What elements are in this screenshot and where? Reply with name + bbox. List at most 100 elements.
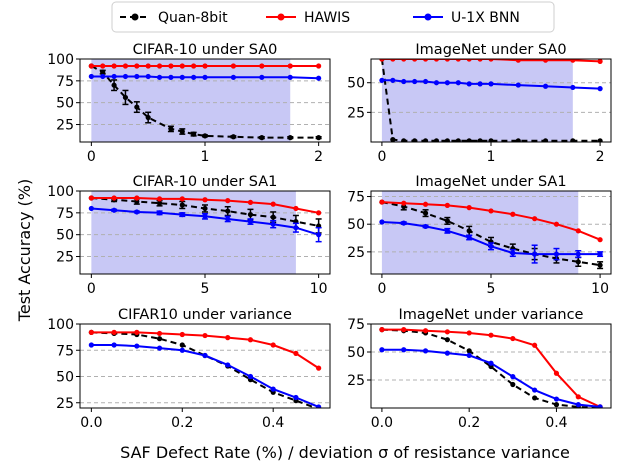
series-u-1x-bnn — [379, 77, 603, 92]
data-point-hawis — [88, 195, 94, 201]
series-line-quan-8bit — [381, 328, 601, 408]
data-point-quan-8bit — [444, 138, 450, 142]
data-point-hawis — [247, 337, 254, 343]
data-point-hawis — [88, 63, 94, 69]
data-point-quan-8bit — [287, 135, 293, 141]
data-point-quan-8bit — [575, 259, 581, 265]
data-point-quan-8bit — [168, 126, 174, 132]
data-point-hawis — [88, 329, 94, 335]
x-tick-label: 10 — [310, 281, 328, 297]
data-point-hawis — [316, 365, 322, 371]
data-point-hawis — [225, 335, 231, 341]
y-tick-label: 25 — [56, 250, 74, 266]
data-point-quan-8bit — [553, 402, 560, 408]
data-point-hawis — [134, 195, 140, 201]
panel-cifar-10-under-sa0: 25 50 75 100 0 1 2 CIFAR-10 under SA0 — [47, 42, 331, 165]
legend-entry-u-1x-bnn: U-1X BNN — [413, 10, 520, 26]
data-point-quan-8bit — [270, 214, 276, 220]
data-point-u-1x-bnn — [88, 73, 94, 80]
data-point-hawis — [575, 228, 581, 234]
data-point-u-1x-bnn — [270, 386, 276, 392]
y-tick-label: 50 — [56, 96, 74, 112]
data-point-hawis — [202, 63, 208, 69]
data-point-u-1x-bnn — [156, 345, 163, 351]
data-point-u-1x-bnn — [422, 78, 429, 85]
data-point-hawis — [287, 63, 293, 69]
x-tick-label: 1 — [487, 149, 496, 165]
data-point-u-1x-bnn — [466, 352, 472, 358]
series-u-1x-bnn — [88, 73, 322, 81]
data-point-hawis — [422, 328, 429, 334]
series-u-1x-bnn — [379, 219, 604, 264]
data-point-u-1x-bnn — [510, 250, 516, 256]
data-point-quan-8bit — [466, 138, 472, 142]
plot-area — [88, 63, 322, 141]
data-point-u-1x-bnn — [111, 73, 117, 80]
y-tick-label: 50 — [347, 76, 365, 92]
data-point-quan-8bit — [225, 208, 231, 214]
data-point-u-1x-bnn — [202, 352, 208, 359]
data-point-u-1x-bnn — [202, 74, 208, 80]
data-point-hawis — [202, 197, 208, 203]
panel-imagenet-under-sa1: 25 50 75 0 5 10 ImageNet under SA1 — [347, 174, 612, 297]
x-tick-label: 5 — [487, 281, 496, 297]
data-point-quan-8bit — [202, 205, 208, 212]
y-tick-label: 75 — [347, 190, 365, 206]
data-point-hawis — [379, 59, 385, 62]
data-point-hawis — [259, 63, 265, 69]
data-point-hawis — [444, 59, 450, 62]
series-hawis — [88, 329, 322, 371]
plot-area — [379, 59, 603, 142]
data-point-hawis — [466, 205, 472, 211]
axes-frame — [79, 323, 331, 409]
data-point-u-1x-bnn — [100, 73, 106, 80]
data-point-u-1x-bnn — [293, 225, 299, 231]
data-point-u-1x-bnn — [553, 251, 560, 257]
data-point-u-1x-bnn — [88, 205, 94, 212]
data-point-u-1x-bnn — [510, 374, 516, 380]
data-point-quan-8bit — [100, 69, 106, 75]
panel-title: ImageNet under SA0 — [415, 42, 566, 58]
data-point-hawis — [156, 330, 163, 337]
data-point-hawis — [293, 205, 299, 212]
data-point-u-1x-bnn — [542, 83, 549, 89]
data-point-hawis — [488, 208, 494, 214]
data-point-quan-8bit — [597, 262, 603, 268]
data-point-hawis — [293, 350, 299, 356]
y-tick-label: 25 — [347, 245, 365, 261]
data-point-hawis — [316, 63, 322, 69]
data-point-quan-8bit — [111, 82, 117, 88]
data-point-u-1x-bnn — [316, 75, 322, 81]
series-quan-8bit — [88, 329, 322, 408]
data-point-quan-8bit — [179, 128, 185, 135]
data-point-quan-8bit — [444, 218, 450, 224]
data-point-hawis — [444, 329, 450, 335]
data-point-quan-8bit — [466, 348, 472, 354]
data-point-quan-8bit — [515, 138, 521, 142]
data-point-hawis — [542, 59, 549, 63]
panel-title: ImageNet under SA1 — [415, 174, 566, 190]
data-point-u-1x-bnn — [379, 219, 385, 225]
data-point-u-1x-bnn — [179, 74, 185, 80]
data-point-hawis — [510, 335, 516, 342]
data-point-u-1x-bnn — [230, 74, 237, 80]
series-u-1x-bnn — [88, 342, 322, 408]
data-point-hawis — [122, 63, 129, 69]
legend-marker-u-1x-bnn — [424, 13, 432, 21]
data-point-quan-8bit — [532, 395, 538, 401]
data-point-quan-8bit — [477, 138, 483, 142]
series-line-quan-8bit — [91, 331, 319, 408]
data-point-u-1x-bnn — [225, 216, 231, 222]
series-line-quan-8bit — [90, 65, 319, 139]
data-point-hawis — [191, 63, 197, 69]
data-point-hawis — [390, 59, 396, 62]
data-point-hawis — [422, 201, 429, 207]
series-hawis — [379, 59, 603, 64]
panel-title: ImageNet under variance — [399, 307, 584, 323]
data-point-u-1x-bnn — [575, 251, 581, 257]
series-u-1x-bnn — [379, 347, 603, 408]
data-point-u-1x-bnn — [488, 81, 494, 87]
data-point-u-1x-bnn — [532, 251, 538, 257]
plot-area — [379, 199, 604, 270]
